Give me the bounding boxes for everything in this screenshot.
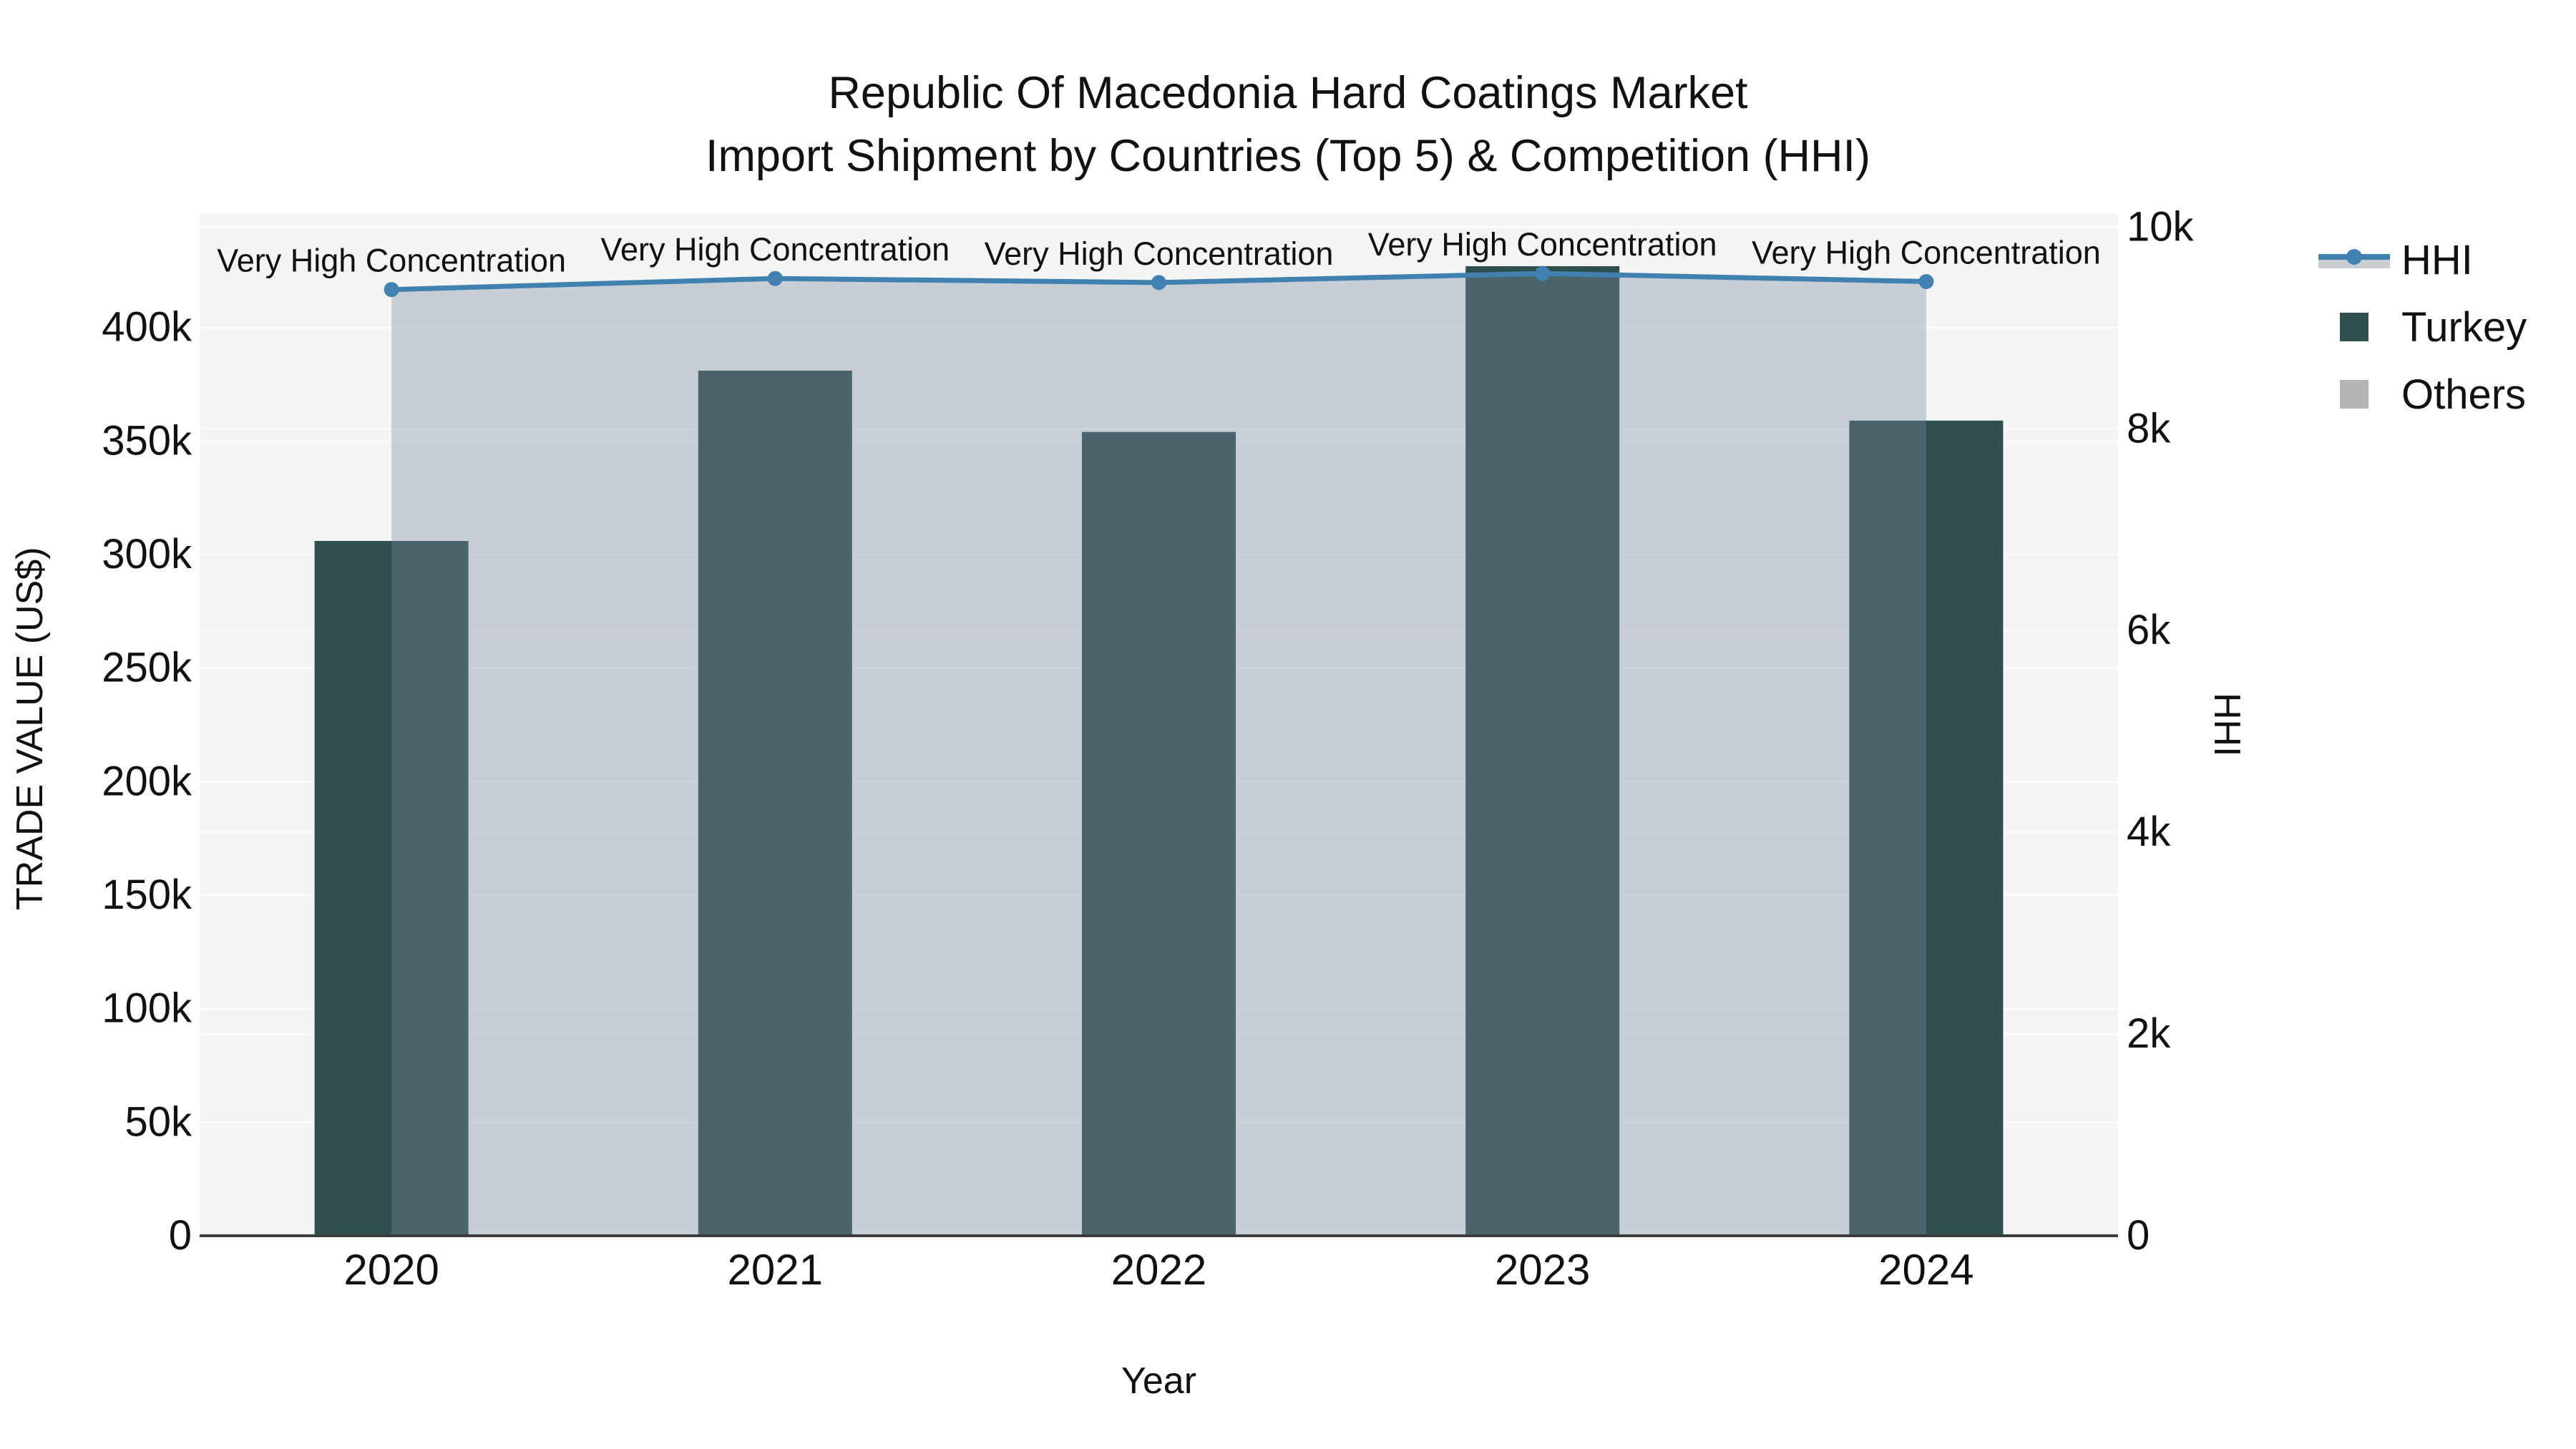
y-left-tick-200k: 200k: [102, 758, 192, 804]
y-left-tick-150k: 150k: [102, 872, 192, 918]
x-tick-2023: 2023: [1495, 1246, 1590, 1294]
annotation-2024: Very High Concentration: [1752, 234, 2101, 270]
others-square-swatch-icon: [2318, 379, 2390, 410]
legend-label-others: Others: [2401, 371, 2527, 418]
hhi-point-2020[interactable]: [384, 282, 399, 298]
legend-label-hhi: HHI: [2401, 236, 2473, 283]
bar-turkey-2024[interactable]: [1849, 420, 2004, 1236]
y-right-tick-6k: 6k: [2127, 607, 2171, 653]
y-axis-title-right: HHI: [2206, 693, 2248, 757]
legend-item-turkey[interactable]: Turkey: [2318, 293, 2527, 361]
y-right-tick-4k: 4k: [2127, 809, 2171, 855]
annotation-2022: Very High Concentration: [985, 235, 1334, 272]
hhi-point-2022[interactable]: [1151, 275, 1166, 291]
y-axis-title-left: TRADE VALUE (US$): [9, 547, 51, 910]
hhi-point-2021[interactable]: [767, 270, 783, 286]
legend-label-turkey: Turkey: [2401, 303, 2527, 351]
chart-title-line1: Republic Of Macedonia Hard Coatings Mark…: [828, 68, 1748, 118]
bar-turkey-2021[interactable]: [698, 370, 852, 1236]
hhi-point-2023[interactable]: [1535, 265, 1551, 281]
bar-turkey-2022[interactable]: [1082, 431, 1236, 1236]
y-left-tick-250k: 250k: [102, 645, 192, 691]
x-tick-2024: 2024: [1878, 1246, 1974, 1294]
bar-turkey-2020[interactable]: [314, 540, 469, 1236]
y-right-tick-0: 0: [2127, 1212, 2150, 1259]
y-right-tick-10k: 10k: [2127, 203, 2195, 250]
x-tick-2020: 2020: [343, 1246, 439, 1294]
legend: HHI Turkey Others: [2318, 226, 2527, 428]
y-left-tick-400k: 400k: [102, 304, 192, 351]
x-tick-2022: 2022: [1111, 1246, 1206, 1294]
turkey-square-swatch-icon: [2318, 311, 2390, 343]
x-tick-2021: 2021: [728, 1246, 823, 1294]
annotation-2023: Very High Concentration: [1368, 226, 1717, 263]
y-left-tick-300k: 300k: [102, 531, 192, 577]
annotation-2020: Very High Concentration: [217, 243, 566, 279]
y-left-tick-0: 0: [169, 1212, 192, 1259]
y-left-tick-100k: 100k: [102, 985, 192, 1032]
y-right-tick-2k: 2k: [2127, 1010, 2171, 1057]
hhi-line-swatch-icon: [2318, 244, 2390, 275]
y-right-tick-8k: 8k: [2127, 405, 2171, 452]
legend-item-others[interactable]: Others: [2318, 361, 2527, 428]
y-left-tick-50k: 50k: [125, 1098, 192, 1145]
chart-title-line2: Import Shipment by Countries (Top 5) & C…: [705, 131, 1871, 181]
hhi-area-fill: [391, 273, 1926, 1236]
hhi-point-2024[interactable]: [1918, 273, 1934, 289]
legend-item-hhi[interactable]: HHI: [2318, 226, 2527, 293]
y-left-tick-350k: 350k: [102, 417, 192, 464]
annotation-2021: Very High Concentration: [600, 231, 950, 268]
bar-turkey-2023[interactable]: [1465, 265, 1620, 1236]
chart-title: Republic Of Macedonia Hard Coatings Mark…: [0, 62, 2576, 187]
x-axis-title: Year: [1121, 1360, 1197, 1402]
